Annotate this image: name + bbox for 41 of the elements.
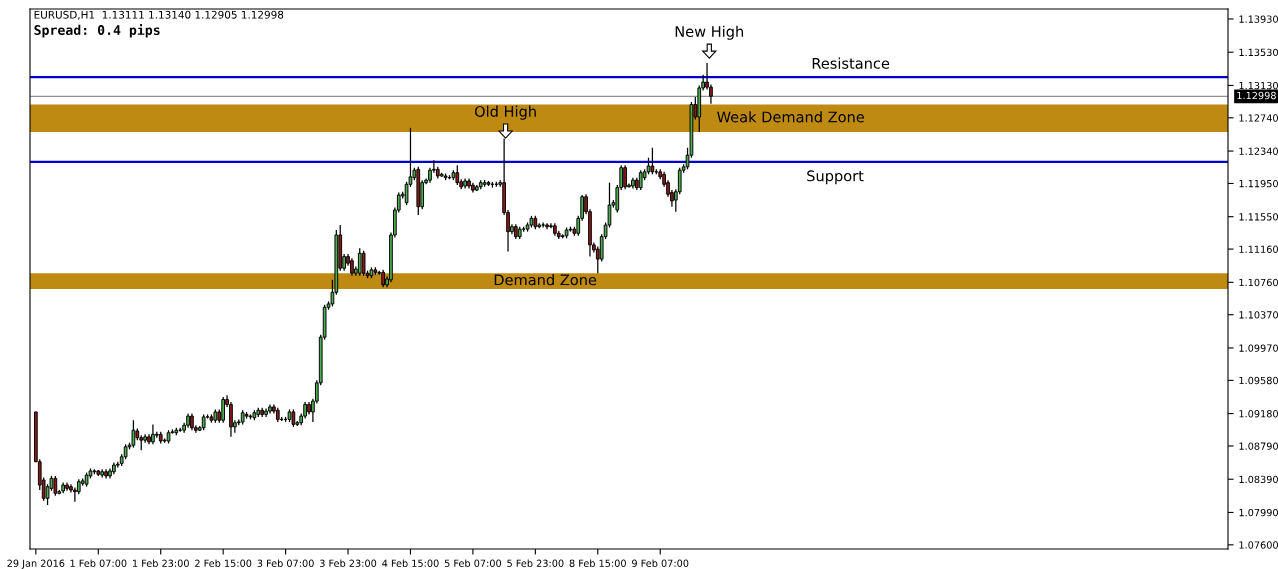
y-tick-label: 1.09580 [1239, 376, 1278, 385]
ref-line-label: 1.12998 [1237, 91, 1276, 100]
x-tick-label: 5 Feb 23:00 [507, 559, 564, 567]
ref-line-label: Resistance [812, 57, 890, 69]
y-tick-label: 1.09180 [1239, 410, 1278, 418]
annotation: New High [675, 25, 744, 40]
y-tick-label: 1.09970 [1239, 344, 1278, 352]
y-tick-label: 1.13130 [1239, 81, 1278, 90]
y-tick-label: 1.08790 [1239, 442, 1278, 450]
band-label: Weak Demand Zone [717, 111, 865, 123]
annotation: Old High [474, 105, 536, 120]
ref-line-label: Support [807, 170, 864, 185]
y-tick-label: 1.11550 [1239, 213, 1278, 221]
band-label: Demand Zone [494, 274, 597, 286]
y-tick-label: 1.07990 [1239, 508, 1278, 517]
x-tick-label: 3 Feb 07:00 [257, 559, 314, 567]
x-tick-label: 2 Feb 15:00 [195, 559, 252, 567]
y-tick-label: 1.12740 [1239, 114, 1278, 122]
x-tick-label: 4 Feb 15:00 [382, 559, 439, 567]
y-tick-label: 1.11160 [1239, 245, 1278, 253]
annotation: Spread: 0.4 pips [34, 24, 160, 38]
y-tick-label: 1.13530 [1239, 48, 1278, 57]
y-tick-label: 1.07600 [1239, 541, 1278, 549]
candlestick [151, 423, 155, 445]
annotation: EURUSD,H1 1.13111 1.13140 1.12905 1.12998 [34, 10, 284, 20]
candlestick [455, 164, 460, 186]
x-tick-label: 3 Feb 23:00 [319, 559, 377, 567]
y-tick-label: 1.10370 [1239, 311, 1278, 319]
x-tick-label: 1 Feb 23:00 [133, 559, 189, 567]
x-tick-label: 9 Feb 07:00 [632, 559, 689, 567]
candlestick [623, 164, 627, 190]
x-tick-label: 5 Feb 07:00 [444, 559, 502, 567]
y-tick-label: 1.13930 [1239, 15, 1278, 23]
y-tick-label: 1.11950 [1239, 179, 1278, 188]
x-tick-label: 1 Feb 07:00 [70, 559, 127, 567]
x-tick-label: 8 Feb 15:00 [569, 559, 626, 567]
candlestick [361, 250, 366, 277]
y-tick-label: 1.08390 [1239, 475, 1278, 484]
y-tick-label: 1.12340 [1239, 147, 1278, 155]
y-tick-label: 1.10760 [1239, 278, 1278, 287]
x-tick-label: 29 Jan 2016 [7, 559, 65, 569]
